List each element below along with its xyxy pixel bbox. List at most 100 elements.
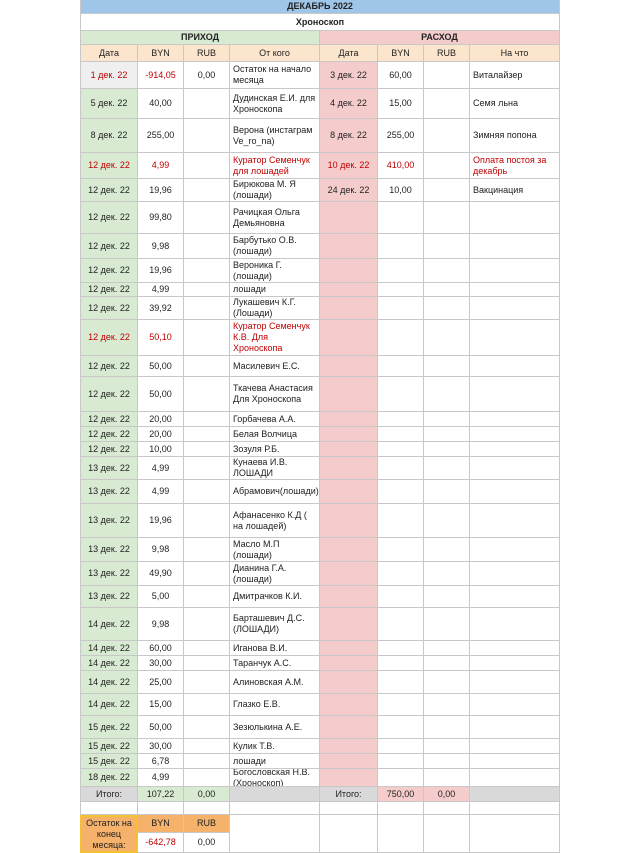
- income-rub: [184, 202, 230, 234]
- expense-rub: [424, 457, 470, 480]
- income-from: лошади: [230, 283, 320, 297]
- income-date: 12 дек. 22: [80, 179, 138, 202]
- empty-cell: [230, 802, 320, 815]
- income-byn: 49,90: [138, 562, 184, 586]
- empty-cell: [320, 802, 378, 815]
- income-byn: 40,00: [138, 89, 184, 119]
- income-from: Горбачева А.А.: [230, 412, 320, 427]
- expense-what: Виталайзер: [470, 62, 560, 89]
- income-rub: [184, 377, 230, 412]
- expense-byn: [378, 504, 424, 538]
- income-from: Белая Волчица: [230, 427, 320, 442]
- expense-date: 8 дек. 22: [320, 119, 378, 153]
- income-date: 13 дек. 22: [80, 562, 138, 586]
- total-rub: 0,00: [424, 787, 470, 802]
- expense-date: 10 дек. 22: [320, 153, 378, 179]
- income-rub: [184, 234, 230, 259]
- expense-date: [320, 202, 378, 234]
- expense-rub: [424, 377, 470, 412]
- income-rub: [184, 259, 230, 283]
- column-header: RUB: [424, 45, 470, 62]
- income-rub: [184, 504, 230, 538]
- income-byn: 50,00: [138, 716, 184, 739]
- expense-byn: 255,00: [378, 119, 424, 153]
- income-from: Масилевич Е.С.: [230, 356, 320, 377]
- expense-rub: [424, 119, 470, 153]
- expense-byn: [378, 457, 424, 480]
- income-header: ПРИХОД: [80, 31, 320, 45]
- expense-byn: [378, 259, 424, 283]
- title: ДЕКАБРЬ 2022: [80, 0, 560, 14]
- income-date: 14 дек. 22: [80, 656, 138, 671]
- expense-byn: [378, 769, 424, 787]
- expense-what: [470, 656, 560, 671]
- expense-what: [470, 480, 560, 504]
- expense-rub: [424, 427, 470, 442]
- total-rub: 0,00: [184, 787, 230, 802]
- expense-what: Оплата постоя за декабрь: [470, 153, 560, 179]
- income-byn: 4,99: [138, 153, 184, 179]
- income-byn: 9,98: [138, 538, 184, 562]
- income-from: Абрамович(лошади): [230, 480, 320, 504]
- income-date: 12 дек. 22: [80, 320, 138, 356]
- column-header: Дата: [80, 45, 138, 62]
- income-rub: [184, 457, 230, 480]
- income-date: 15 дек. 22: [80, 739, 138, 754]
- expense-byn: [378, 297, 424, 320]
- empty-cell: [378, 815, 424, 853]
- expense-what: [470, 356, 560, 377]
- income-date: 12 дек. 22: [80, 377, 138, 412]
- expense-rub: [424, 538, 470, 562]
- income-date: 18 дек. 22: [80, 769, 138, 787]
- income-from: Дианина Г.А. (лошади): [230, 562, 320, 586]
- expense-date: [320, 259, 378, 283]
- empty-cell: [184, 802, 230, 815]
- income-from: Ткачева Анастасия Для Хроноскопа: [230, 377, 320, 412]
- expense-byn: [378, 716, 424, 739]
- income-date: 14 дек. 22: [80, 641, 138, 656]
- income-from: Барбутько О.В. (лошади): [230, 234, 320, 259]
- income-rub: [184, 538, 230, 562]
- expense-byn: [378, 283, 424, 297]
- expense-rub: [424, 769, 470, 787]
- empty-cell: [80, 802, 138, 815]
- expense-what: [470, 234, 560, 259]
- column-header: BYN: [138, 45, 184, 62]
- income-date: 14 дек. 22: [80, 694, 138, 716]
- expense-date: [320, 412, 378, 427]
- income-rub: 0,00: [184, 62, 230, 89]
- expense-rub: [424, 89, 470, 119]
- expense-date: [320, 739, 378, 754]
- expense-byn: 410,00: [378, 153, 424, 179]
- expense-what: Вакцинация: [470, 179, 560, 202]
- income-date: 13 дек. 22: [80, 457, 138, 480]
- income-rub: [184, 89, 230, 119]
- income-from: Барташевич Д.С. (ЛОШАДИ): [230, 608, 320, 641]
- income-date: 12 дек. 22: [80, 442, 138, 457]
- income-rub: [184, 179, 230, 202]
- expense-date: [320, 234, 378, 259]
- expense-rub: [424, 586, 470, 608]
- expense-date: [320, 769, 378, 787]
- income-date: 8 дек. 22: [80, 119, 138, 153]
- income-from: Алиновская А.М.: [230, 671, 320, 694]
- expense-what: [470, 377, 560, 412]
- empty-cell: [378, 802, 424, 815]
- empty-cell: [424, 815, 470, 853]
- income-byn: 6,78: [138, 754, 184, 769]
- expense-byn: [378, 320, 424, 356]
- income-date: 15 дек. 22: [80, 754, 138, 769]
- expense-what: [470, 716, 560, 739]
- income-byn: 39,92: [138, 297, 184, 320]
- expense-rub: [424, 320, 470, 356]
- income-rub: [184, 641, 230, 656]
- total-byn: 107,22: [138, 787, 184, 802]
- total-label: Итого:: [80, 787, 138, 802]
- income-from: Дмитрачков К.И.: [230, 586, 320, 608]
- income-byn: 255,00: [138, 119, 184, 153]
- income-date: 14 дек. 22: [80, 608, 138, 641]
- expense-rub: [424, 442, 470, 457]
- income-byn: 9,98: [138, 234, 184, 259]
- income-byn: 4,99: [138, 283, 184, 297]
- expense-what: [470, 442, 560, 457]
